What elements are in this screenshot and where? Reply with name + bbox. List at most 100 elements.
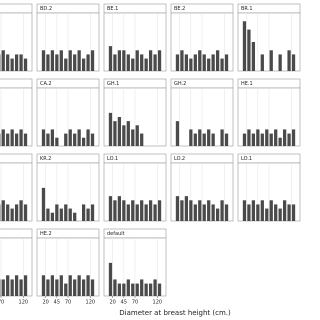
bar (6, 275, 10, 296)
x-axis-label: Diameter at breast height (cm.) (119, 309, 231, 317)
bar (247, 29, 251, 72)
x-tick-label: 120 (153, 300, 163, 306)
bar (144, 283, 148, 296)
bar (215, 208, 220, 221)
bar (135, 283, 139, 296)
bar (19, 200, 23, 221)
bar (113, 200, 117, 221)
bar (73, 54, 77, 71)
bar (175, 121, 180, 146)
bar (113, 121, 117, 146)
bar (55, 204, 59, 221)
bar (224, 204, 229, 221)
bar (10, 208, 14, 221)
panel-title: GH.1 (107, 81, 119, 87)
bar (90, 279, 95, 296)
bar (126, 204, 130, 221)
bar (126, 279, 130, 296)
x-tick-label: 20 (43, 300, 49, 306)
bar (64, 133, 68, 146)
bar (202, 54, 206, 71)
bar (131, 283, 135, 296)
bar (220, 129, 224, 146)
bar (247, 129, 251, 146)
strip (0, 78, 33, 89)
bar (122, 283, 126, 296)
bar (68, 129, 72, 146)
bar (260, 200, 264, 221)
panel-title: BE.2 (174, 6, 185, 12)
bar (55, 279, 59, 296)
bar (175, 54, 180, 71)
x-tick-label: 70 (132, 300, 138, 306)
bar (50, 275, 55, 296)
bar (157, 50, 162, 71)
bar (90, 133, 95, 146)
panel-title: KR.2 (40, 156, 51, 162)
bar (108, 262, 113, 296)
bar (19, 54, 23, 71)
bar (287, 50, 291, 71)
bar (46, 133, 50, 146)
bar (108, 112, 113, 146)
bar (41, 50, 46, 71)
panel-title: default (107, 231, 125, 237)
strip (0, 3, 33, 14)
bar (86, 54, 90, 71)
bar (207, 200, 211, 221)
bar (14, 54, 19, 71)
bar (73, 133, 77, 146)
bar (23, 275, 28, 296)
bar (77, 50, 81, 71)
bar (55, 54, 59, 71)
bar (117, 50, 122, 71)
bar (68, 50, 72, 71)
x-tick-label: 120 (86, 300, 96, 306)
panel-title: HE.1 (241, 81, 253, 87)
bar (198, 50, 202, 71)
bar (108, 46, 113, 71)
bar (122, 200, 126, 221)
bar (81, 204, 86, 221)
bar (260, 133, 264, 146)
bar (291, 129, 296, 146)
bar (77, 129, 81, 146)
bar (265, 208, 269, 221)
bar (148, 50, 153, 71)
bar (144, 204, 148, 221)
bar (189, 58, 193, 71)
bar (6, 204, 10, 221)
bar (153, 279, 157, 296)
bar (50, 50, 55, 71)
bar (6, 133, 10, 146)
strip (0, 153, 33, 164)
bar (198, 200, 202, 221)
bar (73, 279, 77, 296)
bar (278, 54, 282, 71)
bar (256, 204, 260, 221)
bar (287, 204, 291, 221)
bar (6, 54, 10, 71)
bar (207, 129, 211, 146)
panel-title: BE.1 (107, 6, 118, 12)
bar (55, 137, 59, 146)
bar (14, 275, 19, 296)
panel-title: BD.2 (40, 6, 52, 12)
panel-title: GH.2 (174, 81, 186, 87)
bar (291, 204, 296, 221)
x-tick-label: 120 (19, 300, 29, 306)
bar (224, 133, 229, 146)
bar (193, 204, 197, 221)
bar (77, 275, 81, 296)
bar (41, 187, 46, 221)
bar (140, 54, 144, 71)
bar (117, 117, 122, 146)
bar (59, 208, 63, 221)
bar (220, 58, 224, 71)
bar (211, 204, 215, 221)
bar (251, 200, 256, 221)
bar (135, 50, 139, 71)
bar (90, 50, 95, 71)
bar (135, 125, 139, 146)
